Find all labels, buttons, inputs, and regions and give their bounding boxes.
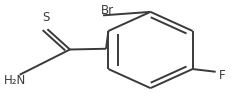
Text: F: F (219, 69, 226, 82)
Text: S: S (42, 11, 50, 24)
Text: Br: Br (101, 4, 114, 17)
Text: H₂N: H₂N (4, 74, 27, 87)
